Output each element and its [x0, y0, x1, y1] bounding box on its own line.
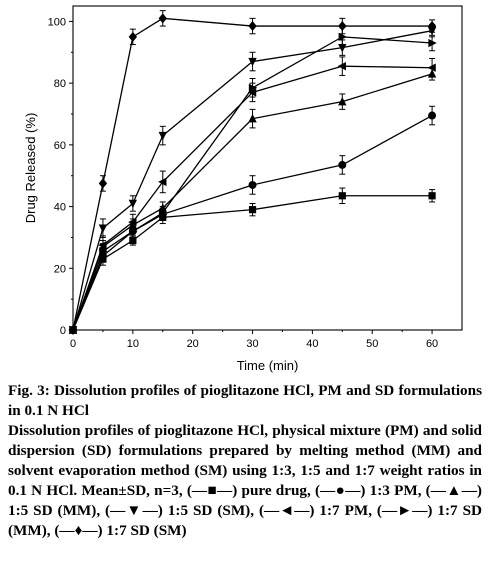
data-point-triangle-left — [337, 61, 347, 71]
data-point-triangle-right — [428, 38, 437, 48]
data-point-circle — [248, 180, 257, 189]
data-point-triangle-left — [158, 177, 167, 187]
data-point-triangle-right — [338, 32, 348, 42]
caption-description: Dissolution profiles of pioglitazone HCl… — [8, 422, 482, 539]
data-point-triangle-right — [159, 208, 168, 217]
x-tick-label: 40 — [306, 338, 318, 350]
series-line — [72, 114, 433, 331]
data-point-diamond — [128, 31, 138, 42]
y-tick-label: 100 — [48, 16, 66, 28]
data-point-triangle-left — [247, 88, 257, 97]
data-point-triangle-down — [128, 199, 138, 209]
y-tick-label: 0 — [60, 325, 66, 337]
data-point-diamond — [158, 13, 167, 24]
dissolution-chart: 0 10 20 30 40 50 60 0 20 40 60 80 100 Time (min) Dru… — [23, 5, 463, 373]
data-point-circle — [428, 111, 437, 120]
data-point-square — [338, 192, 346, 200]
data-point-triangle-down — [158, 131, 167, 141]
axes: 0 10 20 30 40 50 60 0 20 40 60 80 100 — [48, 5, 463, 350]
series-line — [72, 65, 433, 331]
data-point-diamond — [248, 21, 257, 32]
series-group — [68, 10, 437, 335]
x-tick-label: 60 — [426, 338, 438, 350]
series-triangle-right — [69, 27, 437, 335]
y-tick-label: 40 — [54, 202, 66, 214]
data-point-triangle-down — [248, 57, 257, 67]
x-tick-label: 10 — [127, 338, 139, 350]
data-point-square — [428, 192, 436, 200]
y-tick-label: 60 — [54, 140, 66, 152]
data-point-triangle-left — [427, 63, 436, 72]
data-point-triangle-up — [248, 113, 257, 123]
data-point-triangle-right — [129, 227, 138, 236]
x-tick-label: 0 — [70, 338, 76, 350]
figure-caption: Fig. 3: Dissolution profiles of pioglita… — [8, 381, 482, 541]
data-point-circle — [338, 160, 347, 169]
data-point-diamond — [68, 325, 78, 335]
data-point-square — [248, 206, 257, 214]
plot-frame — [72, 5, 463, 331]
data-point-triangle-up — [338, 96, 347, 106]
series-triangle-up — [68, 67, 437, 334]
x-tick-label: 30 — [246, 338, 258, 350]
y-tick-label: 20 — [54, 263, 66, 275]
y-tick-label: 80 — [54, 78, 66, 90]
data-point-diamond — [98, 178, 108, 189]
x-axis-title: Time (min) — [237, 358, 299, 373]
series-diamond — [68, 10, 437, 335]
data-point-square — [129, 236, 137, 245]
series-circle — [69, 105, 437, 334]
caption-title: Fig. 3: Dissolution profiles of pioglita… — [8, 382, 482, 419]
data-point-diamond — [338, 21, 347, 32]
data-point-triangle-right — [248, 83, 258, 92]
data-point-triangle-right — [99, 247, 108, 256]
x-tick-label: 20 — [187, 338, 199, 350]
data-point-triangle-down — [98, 224, 108, 233]
y-axis-title: Drug Released (%) — [23, 113, 38, 224]
data-point-diamond — [427, 21, 437, 32]
x-tick-label: 50 — [366, 338, 378, 350]
data-point-triangle-left — [128, 217, 137, 227]
